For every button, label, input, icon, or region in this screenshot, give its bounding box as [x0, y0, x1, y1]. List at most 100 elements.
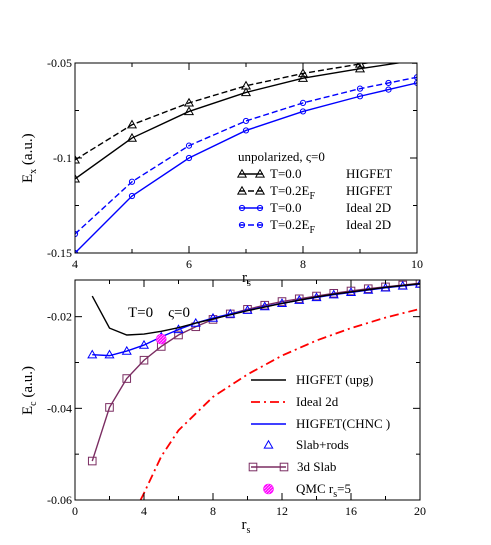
correlation-legend-item-2: HIGFET(CHNC ) [251, 416, 390, 431]
exchange-axis-ticks: 4 6 8 10 -0.15 -0.1 -0.05 [47, 56, 423, 271]
exchange-legend-label: T=0.2EF [270, 217, 315, 236]
exchange-series-line [75, 63, 373, 161]
exchange-data-point [299, 108, 307, 115]
correlation-legend-label: Slab+rods [296, 437, 349, 452]
exchange-plot-frame [74, 62, 418, 254]
exchange-data-point [240, 80, 252, 90]
correlation-legend-label: HIGFET (upg) [296, 372, 373, 387]
exchange-x-axis-label: rs [242, 270, 251, 289]
correlation-data-point [415, 280, 420, 288]
exchange-x-tick-label: 4 [72, 257, 78, 271]
exchange-data-point [128, 192, 136, 200]
correlation-legend-item-1: Ideal 2d [251, 394, 339, 409]
exchange-legend-label: T=0.0 [270, 166, 302, 181]
exchange-series-line [75, 63, 403, 180]
exchange-data-point [411, 63, 417, 64]
exchange-y-tick-label: -0.1 [53, 151, 72, 165]
exchange-legend-label: T=0.2EF [270, 183, 315, 202]
exchange-data-point [356, 93, 364, 100]
exchange-legend-item-0: T=0.0 HIGFET [236, 166, 392, 181]
correlation-series-line [91, 282, 420, 462]
exchange-legend-marker [236, 185, 248, 195]
correlation-data-point [277, 297, 287, 306]
exchange-data-point [354, 63, 366, 73]
exchange-legend-marker [238, 204, 246, 212]
exchange-legend-marker [254, 168, 266, 178]
correlation-legend-marker [279, 462, 289, 472]
correlation-x-tick-label: 8 [210, 504, 216, 518]
temperature-polarization-annotation: T=0 ς=0 [128, 305, 190, 321]
correlation-series-0 [91, 282, 420, 336]
correlation-y-tick-label: -0.04 [47, 401, 72, 415]
correlation-data-point [155, 333, 167, 345]
exchange-data-point [126, 119, 138, 129]
exchange-legend-marker [238, 221, 246, 229]
correlation-x-tick-label: 4 [141, 504, 147, 518]
correlation-legend-marker [263, 483, 274, 495]
exchange-data-point [385, 79, 392, 87]
exchange-data-point [242, 127, 250, 134]
exchange-legend: unpolarized, ς=0 T=0.0 HIGFET T=0.2EF HIGFE… [236, 149, 392, 236]
correlation-x-tick-label: 20 [414, 504, 426, 518]
exchange-data-point [126, 132, 138, 142]
correlation-x-tick-label: 0 [72, 504, 78, 518]
exchange-legend-label-method: HIGFET [346, 183, 392, 198]
correlation-data-point [104, 349, 115, 359]
exchange-data-point [297, 72, 309, 82]
correlation-data-point [139, 355, 149, 365]
correlation-legend-label: 3d Slab [297, 459, 336, 474]
exchange-data-point [385, 86, 392, 93]
exchange-legend-marker [236, 168, 248, 178]
correlation-axis-ticks: 0 4 8 12 16 20 -0.06 -0.04 -0.02 [47, 280, 426, 518]
exchange-legend-item-3: T=0.2EF Ideal 2D [238, 217, 391, 236]
exchange-series-line [75, 76, 417, 235]
exchange-data-point [356, 85, 364, 92]
exchange-legend-item-1: T=0.2EF HIGFET [236, 183, 392, 202]
correlation-legend: HIGFET (upg) Ideal 2d HIGFET(CHNC ) Slab+ro… [248, 372, 390, 500]
exchange-legend-marker [256, 204, 264, 212]
correlation-data-point [105, 403, 114, 412]
exchange-x-tick-label: 6 [186, 257, 192, 271]
correlation-legend-item-5: QMC rs=5 [263, 481, 351, 500]
exchange-data-point [185, 154, 193, 162]
correlation-data-point [174, 330, 183, 340]
exchange-data-point [299, 99, 307, 107]
exchange-legend-marker [256, 221, 264, 229]
exchange-x-tick-label: 10 [411, 257, 423, 271]
correlation-legend-item-4: 3d Slab [248, 459, 336, 474]
exchange-y-tick-label: -0.05 [47, 56, 72, 70]
correlation-series-line [91, 282, 420, 336]
correlation-legend-label: QMC rs=5 [296, 481, 351, 500]
exchange-data-point [297, 68, 309, 78]
correlation-legend-marker [248, 462, 258, 472]
correlation-series-group [87, 280, 420, 500]
correlation-legend-marker [263, 439, 274, 449]
exchange-energy-panel: 4 6 8 10 -0.15 -0.1 -0.05 rs Ex (a.u.) unpolar… [20, 52, 423, 289]
exchange-data-point [240, 87, 252, 97]
exchange-legend-label: T=0.0 [270, 200, 302, 215]
exchange-data-point [75, 154, 81, 164]
exchange-legend-label-method: Ideal 2D [346, 217, 391, 232]
exchange-y-axis-label: Ex (a.u.) [20, 133, 39, 183]
exchange-legend-title: unpolarized, ς=0 [238, 149, 325, 164]
correlation-energy-panel: 0 4 8 12 16 20 -0.06 -0.04 -0.02 rs Ec (a.u.) T=… [20, 279, 426, 536]
correlation-y-axis-label: Ec (a.u.) [20, 366, 39, 415]
correlation-plot-frame [74, 279, 421, 501]
correlation-legend-item-0: HIGFET (upg) [251, 372, 373, 387]
exchange-y-tick-label: -0.15 [47, 246, 72, 260]
correlation-data-point [87, 456, 97, 466]
exchange-legend-marker [254, 185, 266, 195]
correlation-legend-item-3: Slab+rods [263, 437, 349, 452]
exchange-data-point [185, 142, 193, 149]
exchange-legend-item-2: T=0.0 Ideal 2D [238, 200, 391, 215]
correlation-y-tick-label: -0.02 [47, 310, 72, 324]
exchange-data-point [183, 106, 195, 116]
correlation-series-5 [155, 333, 167, 345]
correlation-y-tick-label: -0.06 [47, 493, 72, 507]
exchange-data-point [128, 178, 136, 185]
exchange-data-point [413, 52, 421, 59]
exchange-data-point [242, 117, 250, 125]
exchange-legend-label-method: HIGFET [346, 166, 392, 181]
correlation-x-axis-label: rs [242, 517, 251, 536]
